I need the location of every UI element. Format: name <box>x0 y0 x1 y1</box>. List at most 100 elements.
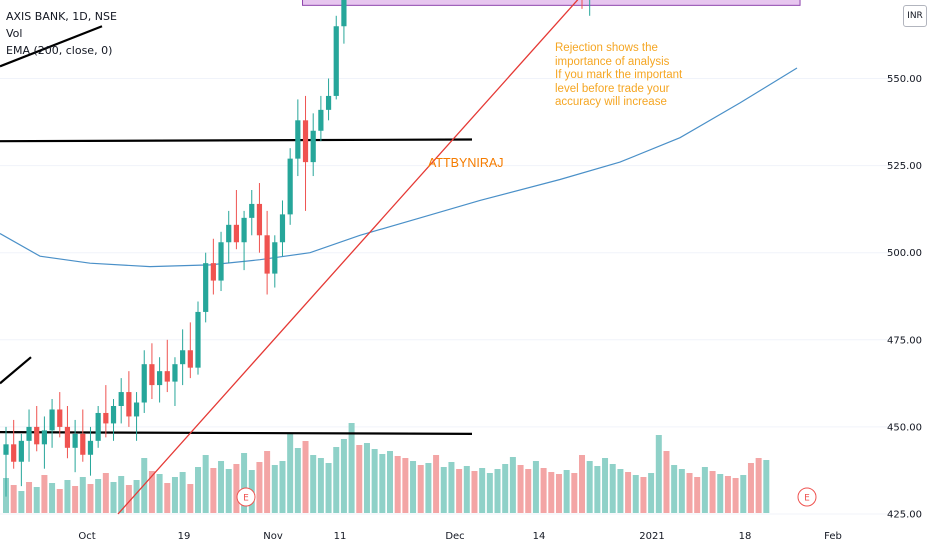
volume-bars <box>3 423 770 513</box>
author-watermark: ATTBYNIRAJ <box>428 156 504 170</box>
volume-bar <box>256 462 263 513</box>
volume-bar <box>502 464 509 513</box>
candle-body <box>133 402 140 417</box>
volume-bar <box>387 451 393 513</box>
volume-bar <box>33 487 40 513</box>
volume-bar <box>694 477 701 513</box>
volume-bar <box>271 465 278 513</box>
price-axis[interactable]: 750.00725.00700.00675.00650.00625.00600.… <box>887 0 930 521</box>
volume-bar <box>625 472 632 513</box>
candle-body <box>302 120 309 163</box>
volume-bar <box>648 473 655 513</box>
candle-body <box>34 426 40 445</box>
volume-bar <box>294 448 301 513</box>
currency-badge[interactable]: INR <box>903 5 927 27</box>
volume-bar <box>709 471 716 513</box>
volume-bar <box>49 483 56 513</box>
candle-body <box>310 130 316 163</box>
candle-body <box>333 26 339 96</box>
candle-body <box>141 364 147 403</box>
volume-bar <box>148 471 155 513</box>
volume-bar <box>517 465 524 513</box>
volume-bar <box>571 473 578 513</box>
volume-bar <box>525 469 532 513</box>
volume-bar <box>632 475 639 513</box>
y-tick-label: 525.00 <box>887 161 922 172</box>
volume-bar <box>440 467 447 513</box>
candle-body <box>126 392 132 417</box>
volume-bar <box>548 472 555 513</box>
volume-bar <box>371 449 378 513</box>
volume-bar <box>594 466 601 513</box>
volume-bar <box>555 474 562 513</box>
annotation-line: accuracy will increase <box>555 96 667 109</box>
volume-bar <box>125 485 132 513</box>
candle-body <box>18 440 24 462</box>
volume-bar <box>102 473 109 513</box>
candle-body <box>180 350 186 365</box>
volume-bar <box>156 474 163 513</box>
volume-bar <box>509 457 516 513</box>
volume-bar <box>325 463 332 513</box>
volume-bar <box>202 455 209 513</box>
range-rectangle <box>302 0 801 6</box>
candle-body <box>72 433 78 448</box>
volume-bar <box>333 447 340 513</box>
x-tick-label: 18 <box>739 531 752 542</box>
time-axis[interactable]: Oct 19 Nov 11 Dec 14 2021 18 Feb <box>78 531 842 542</box>
candle-body <box>57 409 63 427</box>
volume-bar <box>218 461 225 513</box>
volume-bar <box>363 443 370 513</box>
y-tick-label: 500.00 <box>887 248 922 259</box>
volume-bar <box>579 455 585 513</box>
candle-body <box>80 433 86 455</box>
volume-bar <box>732 478 739 513</box>
red-rising-trendline <box>117 0 579 515</box>
volume-bar <box>417 465 424 513</box>
volume-bar <box>586 461 593 513</box>
volume-bar <box>171 477 178 513</box>
y-tick-label: 425.00 <box>887 510 922 521</box>
earnings-marker: E <box>236 487 256 507</box>
candle-body <box>49 409 55 431</box>
earnings-circle <box>797 487 817 507</box>
volume-bar <box>763 460 770 513</box>
volume-bar <box>187 484 194 513</box>
volume-bar <box>118 476 125 513</box>
volume-bar <box>340 439 347 513</box>
volume-bar <box>701 467 708 513</box>
volume-bar <box>540 468 547 513</box>
x-tick-label: Oct <box>78 531 95 542</box>
candle-body <box>241 217 247 243</box>
volume-bar <box>755 458 762 513</box>
volume-bar <box>463 466 470 513</box>
candle-body <box>26 426 32 441</box>
volume-bar <box>479 468 486 513</box>
volume-bar <box>717 474 724 513</box>
volume-bar <box>72 486 79 513</box>
candle-body <box>226 224 232 243</box>
candle-body <box>110 405 117 424</box>
volume-bar <box>602 458 609 513</box>
candlesticks <box>3 0 591 497</box>
candle-body <box>41 430 47 445</box>
symbol-title[interactable]: AXIS BANK, 1D, NSE <box>6 10 117 23</box>
y-tick-label: 550.00 <box>887 74 922 85</box>
ema-indicator-label[interactable]: EMA (200, close, 0) <box>6 44 113 57</box>
candle-body <box>187 350 193 368</box>
x-tick-label: Dec <box>445 531 464 542</box>
candle-body <box>157 371 163 386</box>
volume-bar <box>195 467 201 513</box>
volume-bar <box>210 468 217 513</box>
volume-bar <box>747 463 754 513</box>
volume-bar <box>456 469 463 513</box>
volume-bar <box>348 423 355 513</box>
y-tick-label: 450.00 <box>887 422 922 433</box>
volume-bar <box>26 482 33 513</box>
earnings-circle <box>236 487 256 507</box>
volume-indicator-label[interactable]: Vol <box>6 27 23 40</box>
candle-body <box>325 95 332 110</box>
volume-bar <box>133 480 140 513</box>
candle-body <box>218 242 224 281</box>
